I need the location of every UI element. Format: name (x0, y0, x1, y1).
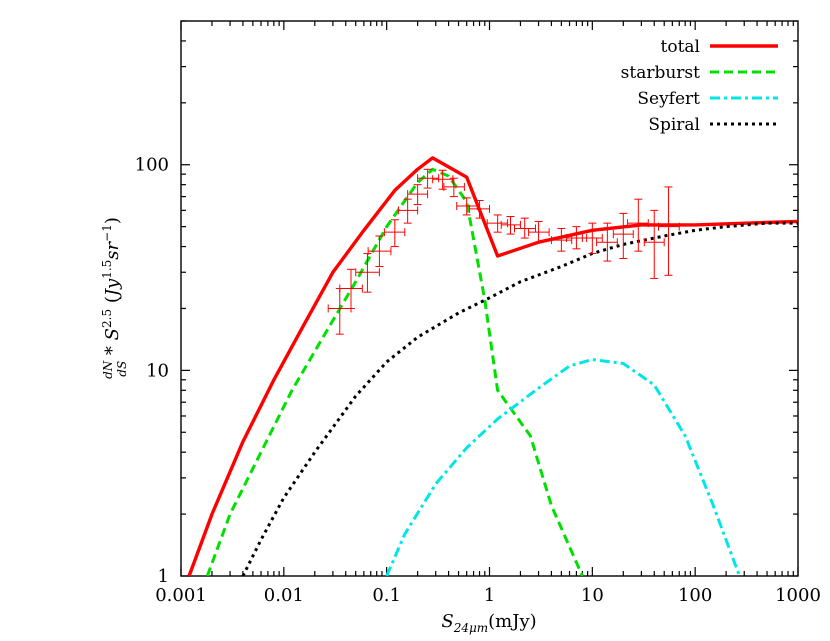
y-tick-label: 1 (158, 566, 169, 587)
x-tick-label: 1 (484, 585, 495, 606)
error-bar-point (367, 235, 392, 267)
y-tick-label: 10 (146, 360, 169, 381)
svg-text:dNdS * S2.5 (Jy1.5sr−1): dNdS * S2.5 (Jy1.5sr−1) (100, 217, 129, 379)
y-axis-title: dNdS * S2.5 (Jy1.5sr−1) (100, 217, 129, 379)
legend-label-spiral: Spiral (648, 115, 700, 135)
error-bar-point (612, 212, 634, 259)
observed-points (327, 168, 680, 335)
error-bar-point (513, 217, 536, 239)
x-tick-label: 0.1 (372, 585, 401, 606)
legend: total starburst Seyfert Spiral (621, 37, 778, 135)
axis-ticks: 0.001 0.01 0.1 1 10 100 1000 1 10 100 (135, 20, 821, 606)
y-tick-label: 100 (135, 155, 169, 176)
error-bar-point (432, 169, 454, 190)
x-tick-label: 0.01 (264, 585, 304, 606)
error-bar-point (407, 184, 429, 206)
series-line-seyfert (385, 358, 741, 576)
x-tick-label: 1000 (775, 585, 821, 606)
error-bar-point (643, 209, 665, 279)
error-bar-point (658, 186, 680, 276)
error-bar-point (383, 219, 406, 248)
legend-label-seyfert: Seyfert (637, 89, 700, 109)
legend-label-total: total (661, 37, 700, 57)
error-bar-point (486, 214, 509, 233)
error-bar-point (550, 227, 573, 252)
error-bar-point (339, 268, 363, 309)
error-bar-point (581, 222, 603, 255)
error-bar-point (443, 177, 465, 198)
error-bar-point (528, 220, 550, 243)
error-bar-point (456, 197, 478, 216)
error-bar-point (355, 253, 380, 293)
model-curves (187, 156, 798, 576)
error-bar-point (469, 199, 490, 219)
series-line-total (187, 156, 798, 576)
series-line-starburst (205, 167, 584, 576)
error-bar-point (417, 168, 440, 189)
error-bar-point (397, 198, 419, 224)
series-line-spiral (241, 221, 798, 576)
x-tick-label: 10 (581, 585, 604, 606)
error-bar-point (627, 198, 649, 252)
error-bar-point (596, 222, 618, 262)
legend-label-starburst: starburst (621, 63, 700, 83)
x-axis-title: S24μm(mJy) (441, 611, 536, 635)
error-bar-point (500, 216, 521, 235)
x-tick-label: 100 (678, 585, 712, 606)
x-tick-label: 0.001 (155, 585, 207, 606)
